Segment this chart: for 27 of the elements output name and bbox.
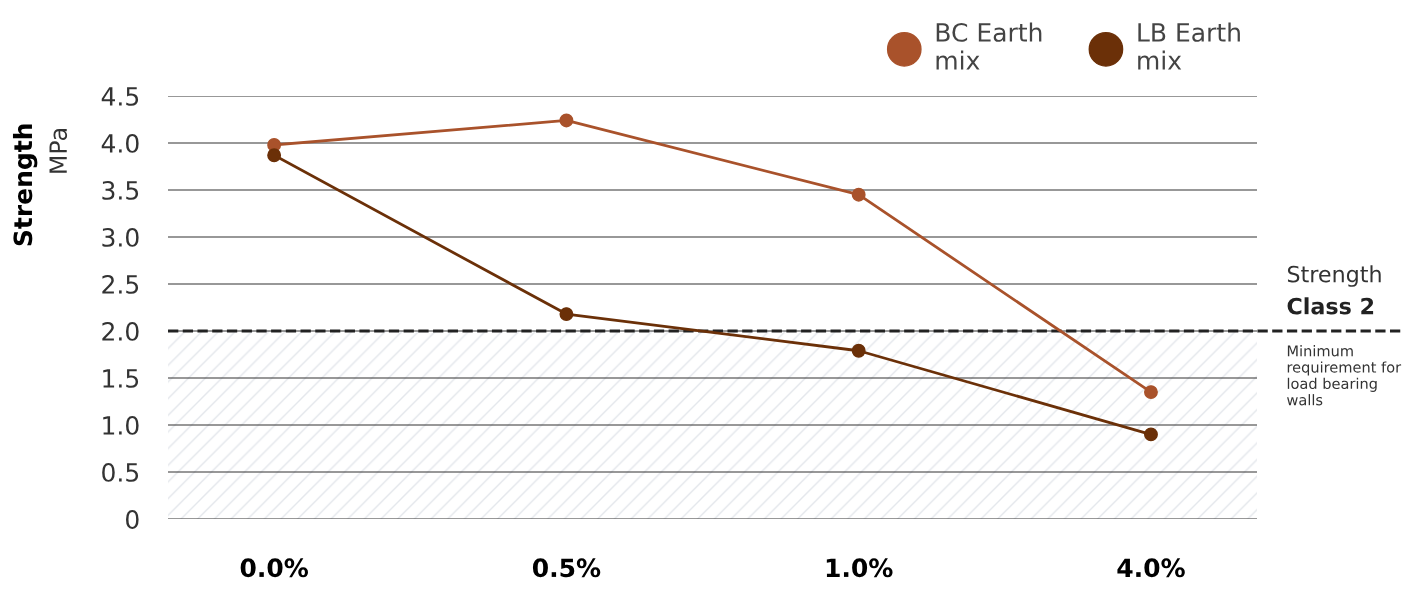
- y-tick-label: 4.5: [101, 87, 139, 106]
- y-axis-title: Strength: [12, 124, 38, 246]
- y-tick-label: 2.5: [102, 274, 139, 294]
- y-tick-label: 2.0: [102, 321, 139, 341]
- y-tick-label: 1.5: [103, 369, 139, 388]
- x-tick-label: 0.5%: [532, 558, 601, 578]
- x-tick-label: 1.0%: [826, 558, 893, 578]
- x-tick-label: 0.0%: [240, 558, 309, 578]
- legend-label: BC Earth mix: [936, 22, 1042, 70]
- point: [559, 307, 574, 322]
- y-tick-label: 4.0: [101, 133, 139, 153]
- point: [1144, 427, 1158, 442]
- point: [1144, 385, 1158, 400]
- y-tick-label: 1.0: [103, 415, 139, 435]
- y-tick-label: 3.0: [102, 227, 139, 247]
- text: MPa: [49, 129, 68, 173]
- y-tick-label: 0.5: [102, 462, 139, 482]
- point: [851, 343, 866, 358]
- y-tick-label: 3.5: [102, 180, 139, 200]
- y-tick-label: 0: [126, 509, 139, 529]
- point: [267, 148, 282, 163]
- point: [851, 187, 866, 202]
- x-tick-label: 4.0%: [1117, 558, 1185, 578]
- ref-line-label: Strength Class 2: [1287, 265, 1381, 315]
- band-label: Minimum requirement for load bearing walls: [1287, 345, 1402, 406]
- point: [559, 113, 574, 128]
- legend-label: LB Earth mix: [1138, 22, 1240, 70]
